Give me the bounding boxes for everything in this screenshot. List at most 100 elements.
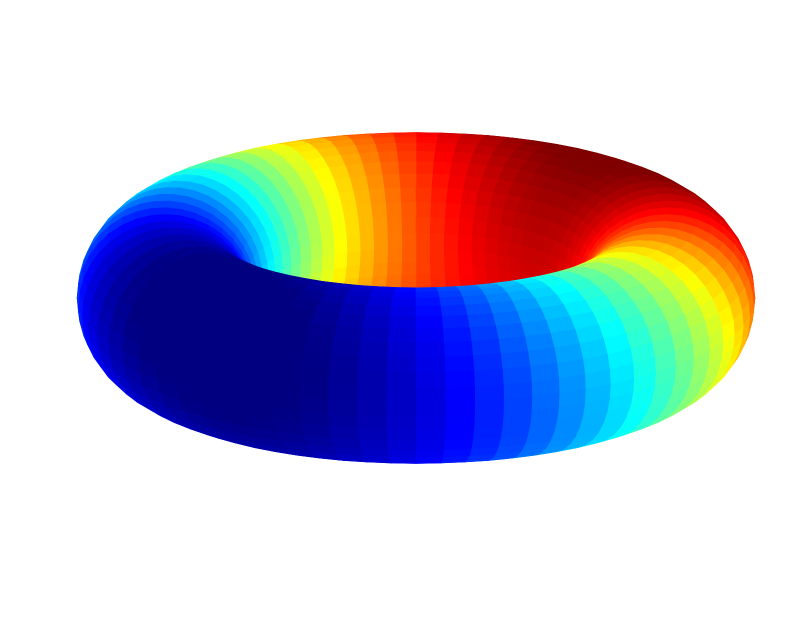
torus-facet bbox=[386, 416, 417, 430]
torus-facet bbox=[388, 456, 417, 462]
torus-facet bbox=[415, 291, 440, 299]
torus-facet bbox=[333, 251, 348, 269]
torus-facet bbox=[429, 232, 445, 249]
torus-facet bbox=[339, 303, 368, 316]
torus-facet bbox=[415, 247, 431, 263]
torus-facet bbox=[498, 336, 529, 355]
torus-facet bbox=[484, 237, 499, 255]
torus-facet bbox=[164, 214, 182, 223]
torus-facet bbox=[415, 150, 436, 163]
torus-facet bbox=[500, 350, 531, 370]
torus-facet bbox=[387, 232, 403, 249]
torus-facet bbox=[429, 261, 446, 276]
torus-facet bbox=[441, 315, 470, 329]
torus-facet bbox=[415, 449, 445, 458]
torus-facet bbox=[356, 400, 387, 417]
torus-facet bbox=[359, 234, 375, 251]
torus-facet bbox=[415, 356, 446, 373]
torus-facet bbox=[328, 412, 359, 429]
torus-facet bbox=[329, 353, 360, 372]
torus-facet bbox=[444, 217, 460, 235]
torus-facet bbox=[429, 217, 446, 234]
torus-facet bbox=[501, 365, 532, 385]
torus-facet bbox=[438, 296, 466, 307]
torus-facet bbox=[387, 449, 417, 458]
torus-facet bbox=[473, 368, 504, 387]
torus-facet bbox=[457, 248, 473, 266]
torus-mesh bbox=[76, 132, 756, 464]
torus-facet bbox=[415, 428, 446, 442]
torus-facet bbox=[458, 218, 474, 237]
torus-facet bbox=[386, 428, 417, 442]
torus-facet bbox=[415, 401, 446, 418]
torus-facet bbox=[415, 328, 445, 344]
torus-facet bbox=[443, 247, 459, 264]
torus-facet bbox=[459, 203, 477, 221]
torus-facet bbox=[415, 387, 446, 404]
torus-facet bbox=[431, 173, 451, 189]
torus-facet bbox=[432, 161, 453, 176]
torus-facet bbox=[387, 247, 403, 263]
torus-facet bbox=[466, 313, 496, 328]
torus-facet bbox=[440, 304, 468, 317]
torus-facet bbox=[443, 438, 474, 451]
torus-facet bbox=[330, 338, 362, 357]
torus-facet bbox=[344, 220, 361, 238]
torus-facet bbox=[503, 381, 533, 400]
torus-facet bbox=[386, 356, 417, 373]
torus-facet bbox=[401, 247, 417, 263]
torus-facet bbox=[445, 385, 476, 403]
torus-facet bbox=[471, 235, 486, 253]
torus-facet bbox=[321, 239, 335, 258]
torus-facet bbox=[336, 313, 366, 328]
torus-facet bbox=[388, 316, 417, 330]
torus-facet bbox=[469, 325, 499, 342]
torus-facet bbox=[497, 239, 511, 258]
torus-facet bbox=[356, 385, 387, 403]
torus-facet bbox=[299, 381, 329, 400]
torus-facet bbox=[430, 274, 447, 287]
torus-facet bbox=[429, 247, 445, 263]
torus-facet bbox=[401, 232, 417, 249]
torus-facet bbox=[303, 336, 334, 355]
torus-facet bbox=[364, 304, 392, 317]
torus-facet bbox=[415, 341, 445, 358]
torus-facet bbox=[474, 398, 505, 416]
torus-facet bbox=[457, 234, 473, 251]
torus-facet bbox=[444, 370, 475, 388]
torus-facet bbox=[386, 217, 403, 234]
torus-facet bbox=[509, 241, 523, 260]
torus-facet bbox=[415, 173, 434, 189]
torus-facet bbox=[415, 217, 432, 234]
torus-facet bbox=[400, 201, 417, 218]
torus-facet bbox=[357, 414, 388, 430]
torus-facet bbox=[415, 261, 432, 276]
torus-facet bbox=[397, 161, 417, 175]
torus-facet bbox=[370, 274, 388, 288]
torus-facet bbox=[327, 383, 358, 402]
torus-facet bbox=[447, 174, 467, 190]
torus-facet bbox=[377, 151, 399, 163]
torus-facet bbox=[398, 173, 417, 189]
torus-facet bbox=[300, 365, 331, 385]
torus-facet bbox=[415, 316, 444, 330]
torus-facet bbox=[373, 247, 389, 264]
torus-facet bbox=[383, 187, 402, 204]
torus-facet bbox=[497, 253, 511, 272]
torus-facet bbox=[344, 264, 361, 280]
torus-facet bbox=[385, 274, 402, 287]
torus-facet bbox=[470, 338, 502, 357]
torus-facet bbox=[358, 438, 389, 451]
torus-facet bbox=[360, 327, 390, 343]
torus-facet bbox=[430, 187, 449, 204]
torus-facet bbox=[368, 188, 386, 205]
torus-facet bbox=[444, 355, 475, 373]
torus-facet bbox=[443, 233, 459, 250]
torus-facet bbox=[309, 241, 323, 260]
torus-facet bbox=[391, 297, 417, 307]
torus-facet bbox=[359, 248, 375, 266]
torus-facet bbox=[386, 261, 403, 276]
torus-facet bbox=[346, 250, 361, 267]
torus-facet bbox=[442, 327, 472, 343]
torus-facet bbox=[327, 398, 358, 416]
